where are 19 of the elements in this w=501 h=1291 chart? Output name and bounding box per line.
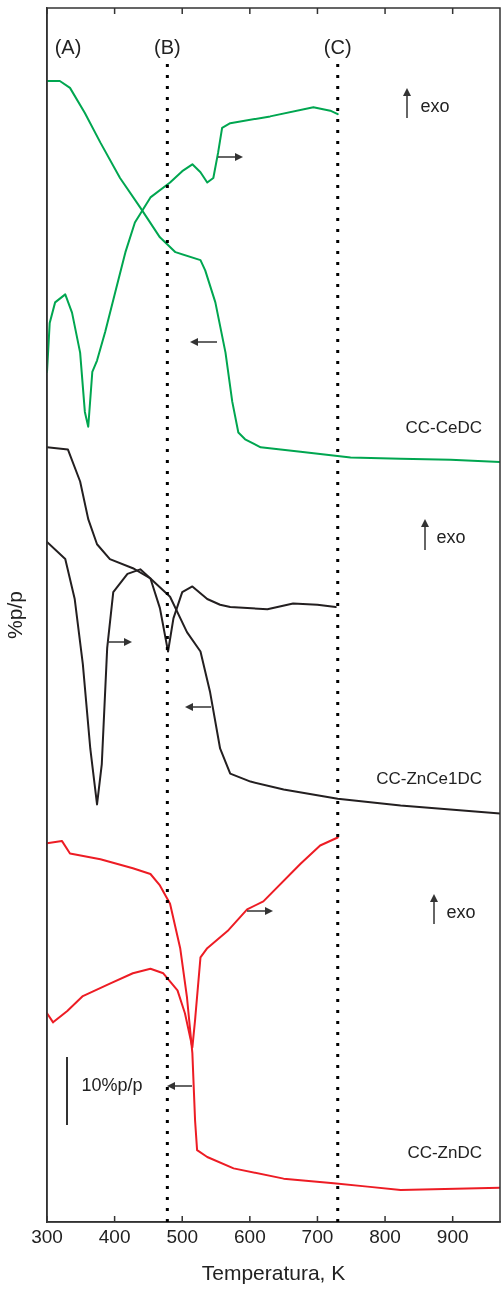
annotation: exo	[436, 526, 466, 547]
annotation: 10%p/p	[81, 1074, 143, 1095]
x-tick-label: 600	[233, 1225, 266, 1247]
x-axis-title: Temperatura, K	[201, 1261, 346, 1285]
x-tick-label: 400	[98, 1225, 131, 1247]
annotation: exo	[420, 95, 450, 116]
x-tick-label: 300	[31, 1225, 63, 1247]
x-tick-label: 700	[301, 1225, 334, 1247]
text: (A)	[54, 35, 82, 58]
ref-line-label: (B)	[154, 35, 181, 58]
series-label: CC-ZnCe1DC	[376, 769, 482, 789]
y-axis-title: %p/p	[3, 591, 27, 639]
x-tick-label: 900	[436, 1225, 469, 1247]
x-tick-label: 800	[369, 1225, 401, 1247]
series-label: CC-CeDC	[405, 417, 482, 437]
series-label: CC-ZnDC	[407, 1143, 482, 1163]
annotation: exo	[446, 901, 476, 922]
ref-line-label: (C)	[323, 35, 352, 58]
x-tick-label: 500	[166, 1225, 199, 1247]
